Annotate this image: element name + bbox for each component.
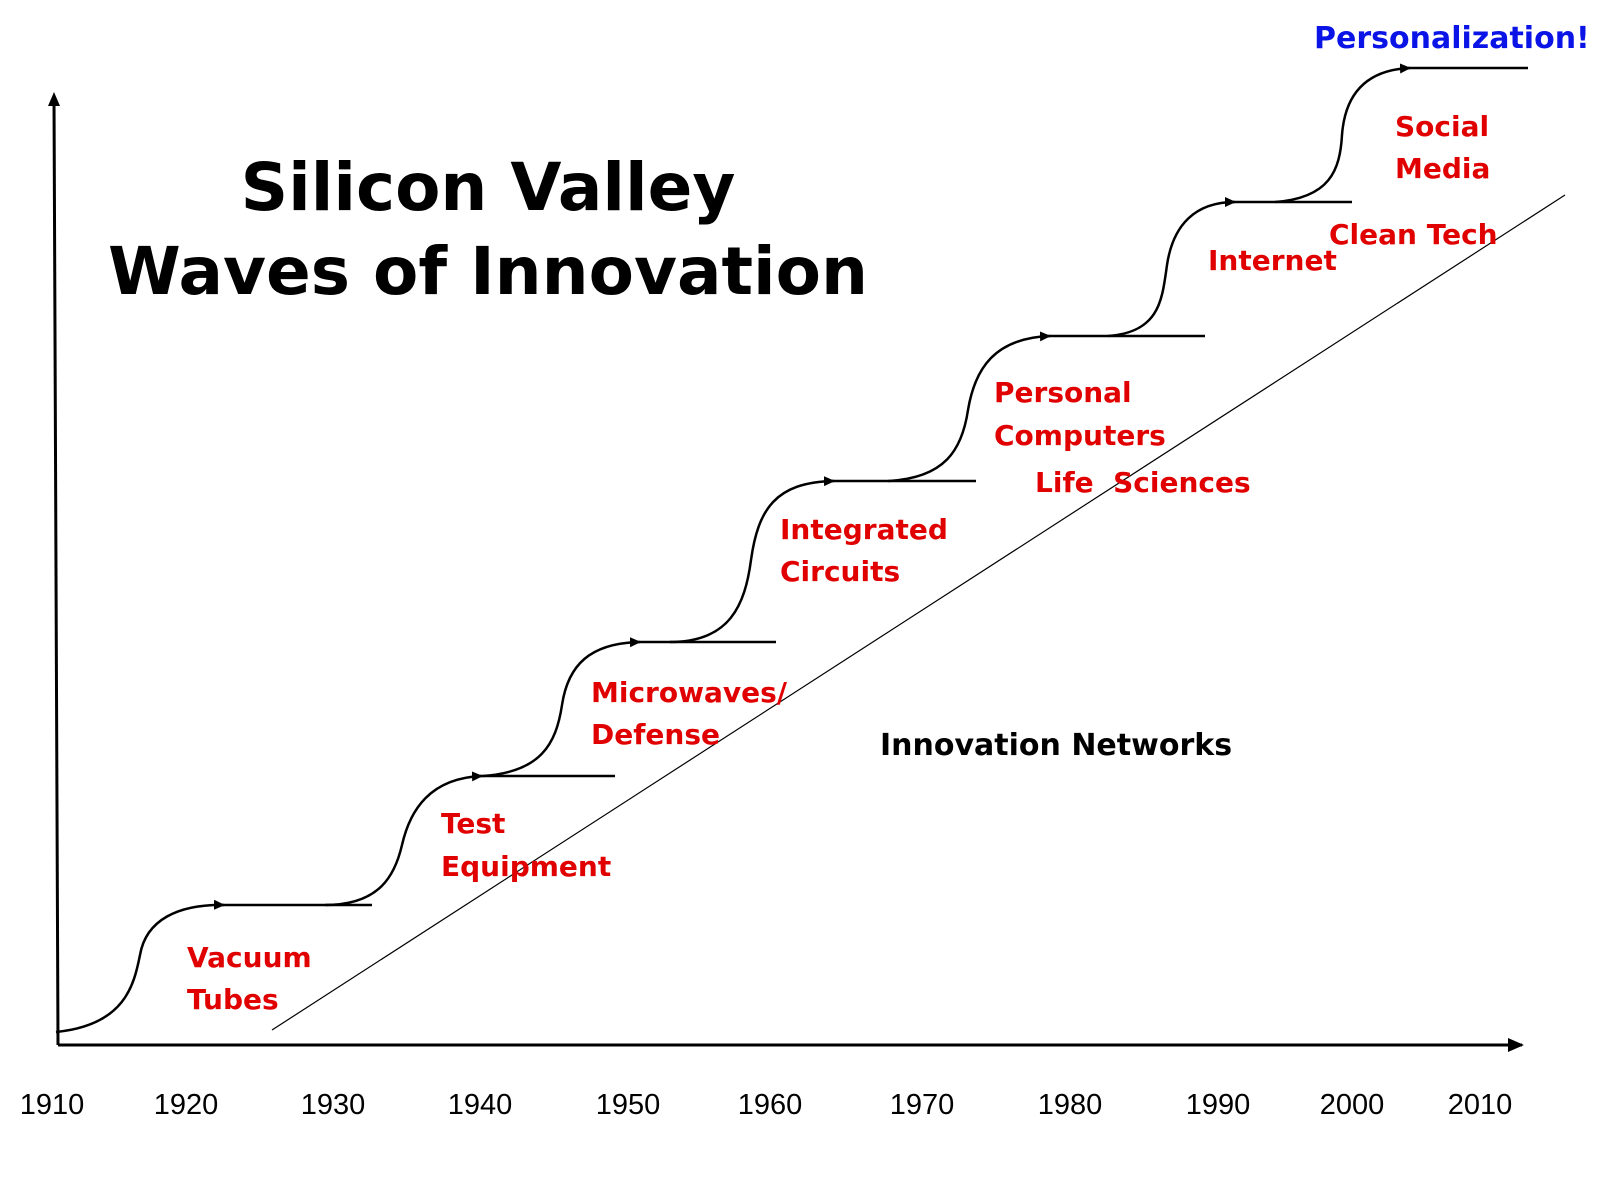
wave-label-integrated-circuits-line-2: Circuits bbox=[780, 555, 900, 588]
y-axis bbox=[52, 97, 60, 1046]
year-label-1950: 1950 bbox=[596, 1089, 661, 1121]
wave-curve-3 bbox=[482, 637, 641, 778]
wave-label-internet: Internet bbox=[1208, 244, 1337, 277]
axes bbox=[48, 92, 1524, 1052]
wave-label-clean-tech: Clean Tech bbox=[1329, 218, 1498, 251]
innovation-networks-label: Innovation Networks bbox=[880, 728, 1232, 763]
wave-label-microwaves-defense: Microwaves/ Defense bbox=[591, 676, 797, 751]
wave-label-personal-computers-line-2: Computers bbox=[994, 419, 1166, 452]
wave-label-personal-computers-line-1: Personal bbox=[994, 376, 1132, 409]
personalization-label: Personalization! bbox=[1314, 21, 1590, 56]
wave-label-vacuum-tubes-line-1: Vacuum bbox=[187, 941, 312, 974]
year-label-1920: 1920 bbox=[154, 1089, 219, 1121]
wave-curve-1 bbox=[55, 899, 225, 1034]
title-line-1: Silicon Valley bbox=[241, 149, 736, 226]
wave-curves bbox=[55, 63, 1528, 1034]
wave-curve-5 bbox=[887, 331, 1051, 483]
wave-label-test-equipment: Test Equipment bbox=[441, 807, 611, 883]
wave-label-test-equipment-line-2: Equipment bbox=[441, 850, 611, 883]
year-label-1980: 1980 bbox=[1038, 1089, 1103, 1121]
wave-label-test-equipment-line-1: Test bbox=[441, 807, 505, 840]
wave-label-life-sciences: Life Sciences bbox=[1035, 466, 1251, 499]
innovation-network-line bbox=[271, 194, 1566, 1031]
x-axis-arrowhead bbox=[1508, 1038, 1524, 1052]
wave-curve-2 bbox=[324, 771, 483, 907]
year-label-1960: 1960 bbox=[738, 1089, 803, 1121]
wave-label-integrated-circuits-line-1: Integrated bbox=[780, 513, 948, 546]
year-label-1940: 1940 bbox=[448, 1089, 513, 1121]
year-label-1910: 1910 bbox=[20, 1089, 85, 1121]
wave-labels: Vacuum Tubes Test Equipment Microwaves/ … bbox=[187, 110, 1499, 1016]
x-axis-year-labels: 1910 1920 1930 1940 1950 1960 1970 1980 1990 2000… bbox=[20, 1089, 1513, 1121]
year-label-1930: 1930 bbox=[301, 1089, 366, 1121]
year-label-2010: 2010 bbox=[1448, 1089, 1513, 1121]
wave-label-integrated-circuits: Integrated Circuits bbox=[780, 513, 958, 588]
wave-label-microwaves-defense-line-1: Microwaves/ bbox=[591, 676, 788, 709]
wave-curve-4 bbox=[669, 476, 835, 644]
title-line-2: Waves of Innovation bbox=[108, 233, 868, 310]
wave-label-vacuum-tubes-line-2: Tubes bbox=[187, 983, 279, 1016]
wave-label-social-media-line-2: Media bbox=[1395, 152, 1490, 185]
wave-label-social-media: Social Media bbox=[1395, 110, 1499, 185]
wave-label-microwaves-defense-line-2: Defense bbox=[591, 718, 720, 751]
wave-curve-7 bbox=[1274, 63, 1411, 204]
y-axis-arrowhead bbox=[48, 92, 60, 106]
wave-curve-6 bbox=[1107, 197, 1236, 338]
year-label-1970: 1970 bbox=[890, 1089, 955, 1121]
wave-label-personal-computers: Personal Computers bbox=[994, 376, 1166, 452]
diagram-title: Silicon Valley Waves of Innovation bbox=[108, 149, 868, 310]
year-label-1990: 1990 bbox=[1186, 1089, 1251, 1121]
wave-label-social-media-line-1: Social bbox=[1395, 110, 1489, 143]
wave-label-vacuum-tubes: Vacuum Tubes bbox=[187, 941, 321, 1016]
year-label-2000: 2000 bbox=[1320, 1089, 1385, 1121]
